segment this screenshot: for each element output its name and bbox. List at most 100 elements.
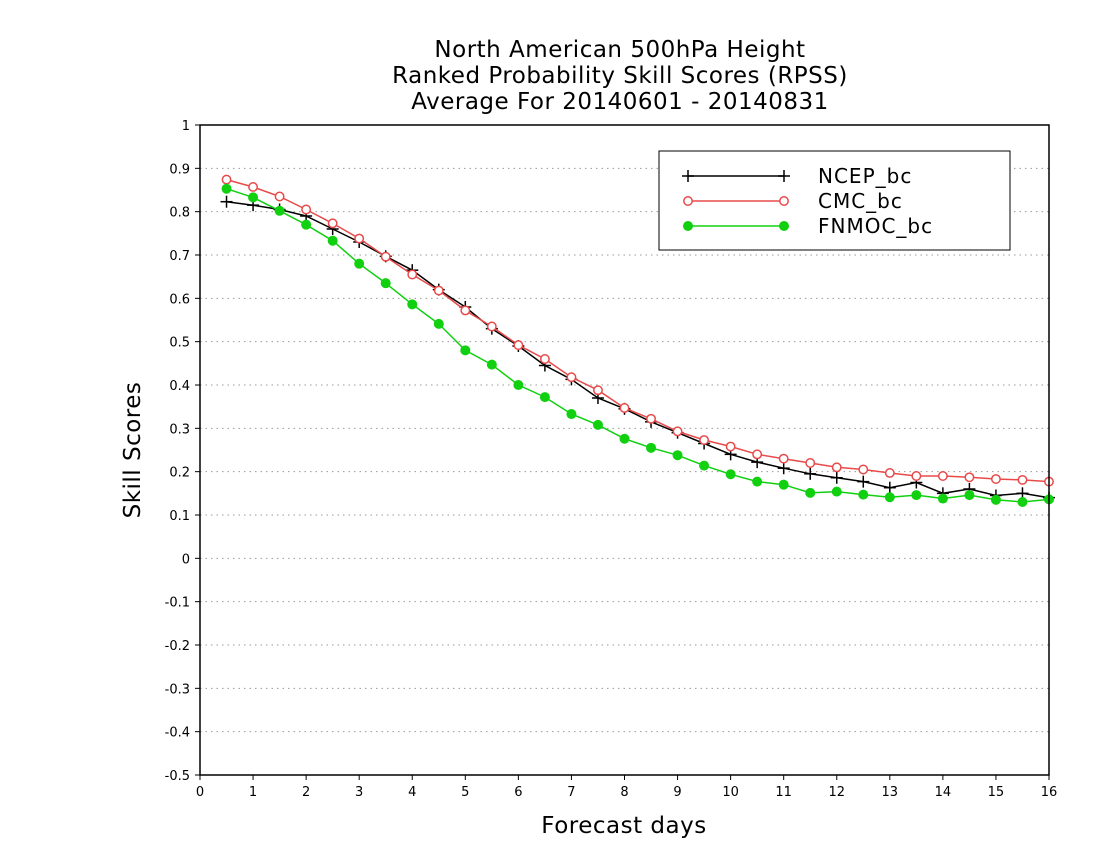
series-line-ncep-bc — [226, 200, 1050, 499]
data-point-cmc-bc — [221, 174, 232, 185]
data-point-cmc-bc — [354, 233, 365, 244]
x-tick-label: 8 — [620, 785, 628, 800]
data-point-cmc-bc — [884, 468, 895, 478]
x-tick-label: 0 — [196, 785, 204, 800]
x-tick-label: 13 — [882, 785, 899, 800]
data-point-fnmoc-bc — [274, 205, 285, 216]
data-point-fnmoc-bc — [725, 469, 736, 480]
data-point-ncep-bc — [777, 462, 790, 475]
legend-marker-fnmoc-bc — [779, 221, 789, 231]
legend-marker-cmc-bc — [779, 196, 789, 206]
data-point-ncep-bc — [883, 481, 896, 494]
chart-title-line-2: Ranked Probability Skill Scores (RPSS) — [392, 63, 848, 89]
x-tick-label: 7 — [567, 785, 575, 800]
legend-entry-ncep-bc: NCEP_bc — [682, 164, 911, 188]
series-cmc-bc — [221, 174, 1054, 487]
data-point-cmc-bc — [937, 471, 948, 481]
y-tick-label: 0.3 — [169, 422, 190, 437]
data-point-fnmoc-bc — [778, 479, 789, 490]
data-point-fnmoc-bc — [884, 492, 895, 503]
grid-lines — [200, 167, 1049, 733]
data-point-cmc-bc — [274, 191, 285, 202]
data-point-fnmoc-bc — [221, 183, 232, 194]
data-point-fnmoc-bc — [699, 460, 710, 471]
data-point-fnmoc-bc — [990, 494, 1001, 505]
y-tick-label: 0.9 — [169, 162, 190, 177]
data-point-fnmoc-bc — [380, 278, 391, 289]
data-point-fnmoc-bc — [486, 359, 497, 370]
data-point-cmc-bc — [539, 354, 550, 364]
data-point-cmc-bc — [486, 321, 497, 332]
legend-marker-cmc-bc — [683, 196, 693, 206]
data-point-fnmoc-bc — [937, 493, 948, 504]
data-point-cmc-bc — [752, 449, 763, 460]
data-point-fnmoc-bc — [539, 392, 550, 403]
x-tick-label: 12 — [828, 785, 845, 800]
x-tick-label: 5 — [461, 785, 469, 800]
legend-marker-ncep-bc — [682, 170, 694, 182]
data-point-cmc-bc — [513, 340, 524, 351]
data-point-fnmoc-bc — [858, 489, 869, 500]
data-point-cmc-bc — [593, 385, 603, 396]
data-point-cmc-bc — [831, 462, 842, 473]
data-point-cmc-bc — [911, 471, 922, 481]
data-point-fnmoc-bc — [460, 345, 471, 356]
y-tick-label: 0.5 — [169, 336, 190, 351]
data-point-cmc-bc — [327, 218, 338, 229]
data-point-fnmoc-bc — [513, 380, 524, 390]
x-tick-label: 15 — [988, 785, 1005, 800]
data-point-fnmoc-bc — [1017, 497, 1028, 507]
data-point-cmc-bc — [1017, 474, 1028, 485]
y-tick-label: 0.2 — [169, 466, 190, 481]
data-point-cmc-bc — [433, 285, 444, 296]
data-point-fnmoc-bc — [911, 490, 922, 501]
y-tick-label: 0.6 — [169, 292, 190, 307]
y-tick-label: 0.1 — [169, 509, 190, 524]
y-tick-label: -0.4 — [165, 726, 190, 741]
x-axis-title: Forecast days — [541, 813, 706, 839]
data-point-ncep-bc — [857, 475, 870, 488]
x-tick-label: 1 — [249, 785, 257, 800]
data-point-cmc-bc — [858, 464, 869, 475]
data-point-fnmoc-bc — [592, 419, 603, 430]
data-point-fnmoc-bc — [407, 299, 418, 310]
y-tick-label: 0.7 — [169, 249, 190, 264]
data-point-cmc-bc — [619, 403, 630, 413]
chart-title-line-3: Average For 20140601 - 20140831 — [411, 89, 829, 115]
data-point-cmc-bc — [805, 458, 816, 468]
data-point-cmc-bc — [725, 441, 736, 452]
data-point-fnmoc-bc — [752, 476, 763, 487]
x-tick-label: 14 — [935, 785, 952, 800]
y-tick-label: -0.1 — [165, 596, 190, 611]
data-point-fnmoc-bc — [964, 490, 975, 501]
data-point-cmc-bc — [248, 182, 259, 192]
data-point-ncep-bc — [220, 195, 233, 208]
data-point-cmc-bc — [460, 305, 471, 316]
axis-ticks: 1 0.9 0.8 0.7 0.6 0.5 0.4 0.3 0.2 0.1 0 -0.1 -0.2 -0.… — [165, 119, 1058, 800]
data-point-fnmoc-bc — [566, 409, 577, 420]
data-point-cmc-bc — [407, 269, 418, 280]
plot-area-frame — [199, 124, 1050, 776]
data-point-fnmoc-bc — [831, 486, 842, 497]
data-point-cmc-bc — [301, 204, 312, 215]
data-point-cmc-bc — [699, 435, 710, 445]
x-tick-label: 11 — [775, 785, 792, 800]
y-tick-label: 1 — [182, 119, 190, 134]
legend-label-cmc-bc: CMC_bc — [818, 189, 903, 213]
y-tick-label: -0.2 — [165, 639, 190, 654]
x-tick-label: 10 — [722, 785, 739, 800]
legend-marker-fnmoc-bc — [683, 221, 693, 231]
data-point-fnmoc-bc — [354, 258, 365, 269]
y-tick-label: -0.5 — [165, 769, 190, 784]
data-point-cmc-bc — [380, 251, 391, 262]
data-point-fnmoc-bc — [672, 450, 683, 461]
y-tick-label: 0.8 — [169, 206, 190, 221]
data-point-fnmoc-bc — [805, 487, 816, 498]
x-tick-label: 6 — [514, 785, 522, 800]
legend-label-fnmoc-bc: FNMOC_bc — [818, 214, 933, 238]
data-point-cmc-bc — [964, 472, 975, 483]
data-point-fnmoc-bc — [248, 192, 259, 203]
data-point-ncep-bc — [804, 467, 817, 480]
